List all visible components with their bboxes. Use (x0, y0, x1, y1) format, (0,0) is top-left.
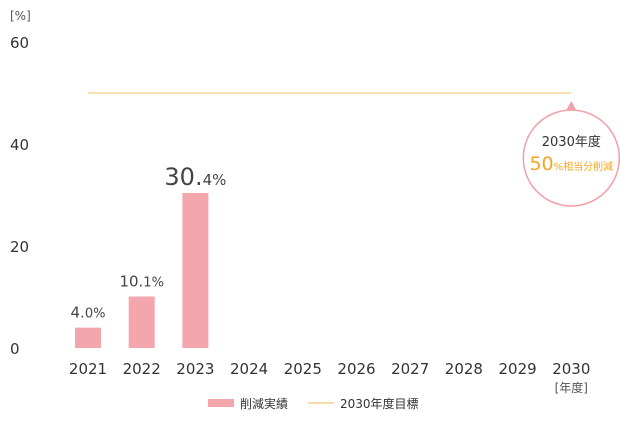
x-tick-label: 2022 (123, 360, 161, 378)
bar-value-unit: % (212, 171, 226, 189)
bars (75, 192, 209, 348)
x-tick-label: 2021 (69, 360, 107, 378)
bar-2021 (75, 327, 101, 348)
bar-labels: 4.0%10.1%30.4% (71, 163, 227, 322)
y-tick-label: 20 (10, 238, 29, 256)
y-axis-unit: [%] (10, 9, 31, 23)
legend-label-target: 2030年度目標 (340, 396, 419, 411)
callout-target-suffix: %相当分削減 (554, 160, 614, 173)
legend: 削減実績 2030年度目標 (208, 396, 419, 411)
x-axis-unit: [年度] (555, 380, 588, 395)
y-tick-label: 60 (10, 34, 29, 52)
bar-value-label: 30.4% (164, 163, 226, 191)
callout-pointer (565, 101, 578, 112)
bar-value-decimal: 4 (203, 171, 213, 189)
bar-value-integer: 10. (119, 272, 143, 290)
bar-2022 (128, 296, 155, 348)
x-tick-label: 2027 (391, 360, 429, 378)
x-tick-label: 2024 (230, 360, 268, 378)
bar-value-label: 4.0% (71, 304, 106, 322)
x-tick-label: 2028 (445, 360, 483, 378)
callout-target-number: 50 (529, 153, 553, 175)
bar-value-integer: 4. (71, 304, 85, 322)
bar-value-decimal: 1 (143, 275, 151, 290)
callout-circle (522, 109, 620, 207)
legend-swatch-actual (208, 399, 234, 407)
x-tick-label: 2025 (284, 360, 322, 378)
bar-value-decimal: 0 (85, 307, 93, 322)
bar-value-unit: % (152, 275, 164, 290)
legend-label-actual: 削減実績 (240, 396, 288, 411)
bar-value-unit: % (93, 307, 105, 322)
x-tick-label: 2029 (499, 360, 537, 378)
x-tick-label: 2030 (552, 360, 590, 378)
bar-2023 (182, 192, 209, 348)
target-callout: 2030年度 50%相当分削減 (522, 101, 620, 207)
y-tick-label: 40 (10, 136, 29, 154)
x-axis: 2021 2022 2023 2024 2025 2026 2027 2028 2029 2030… (69, 360, 590, 395)
x-tick-label: 2023 (176, 360, 214, 378)
x-tick-label: 2026 (337, 360, 375, 378)
callout-target-label: 50%相当分削減 (529, 153, 613, 175)
callout-year-label: 2030年度 (542, 134, 601, 150)
y-tick-label: 0 (10, 340, 20, 358)
bar-value-label: 10.1% (119, 272, 164, 290)
bar-value-integer: 30. (164, 163, 202, 191)
y-axis: [%] 0 20 40 60 (10, 9, 31, 358)
